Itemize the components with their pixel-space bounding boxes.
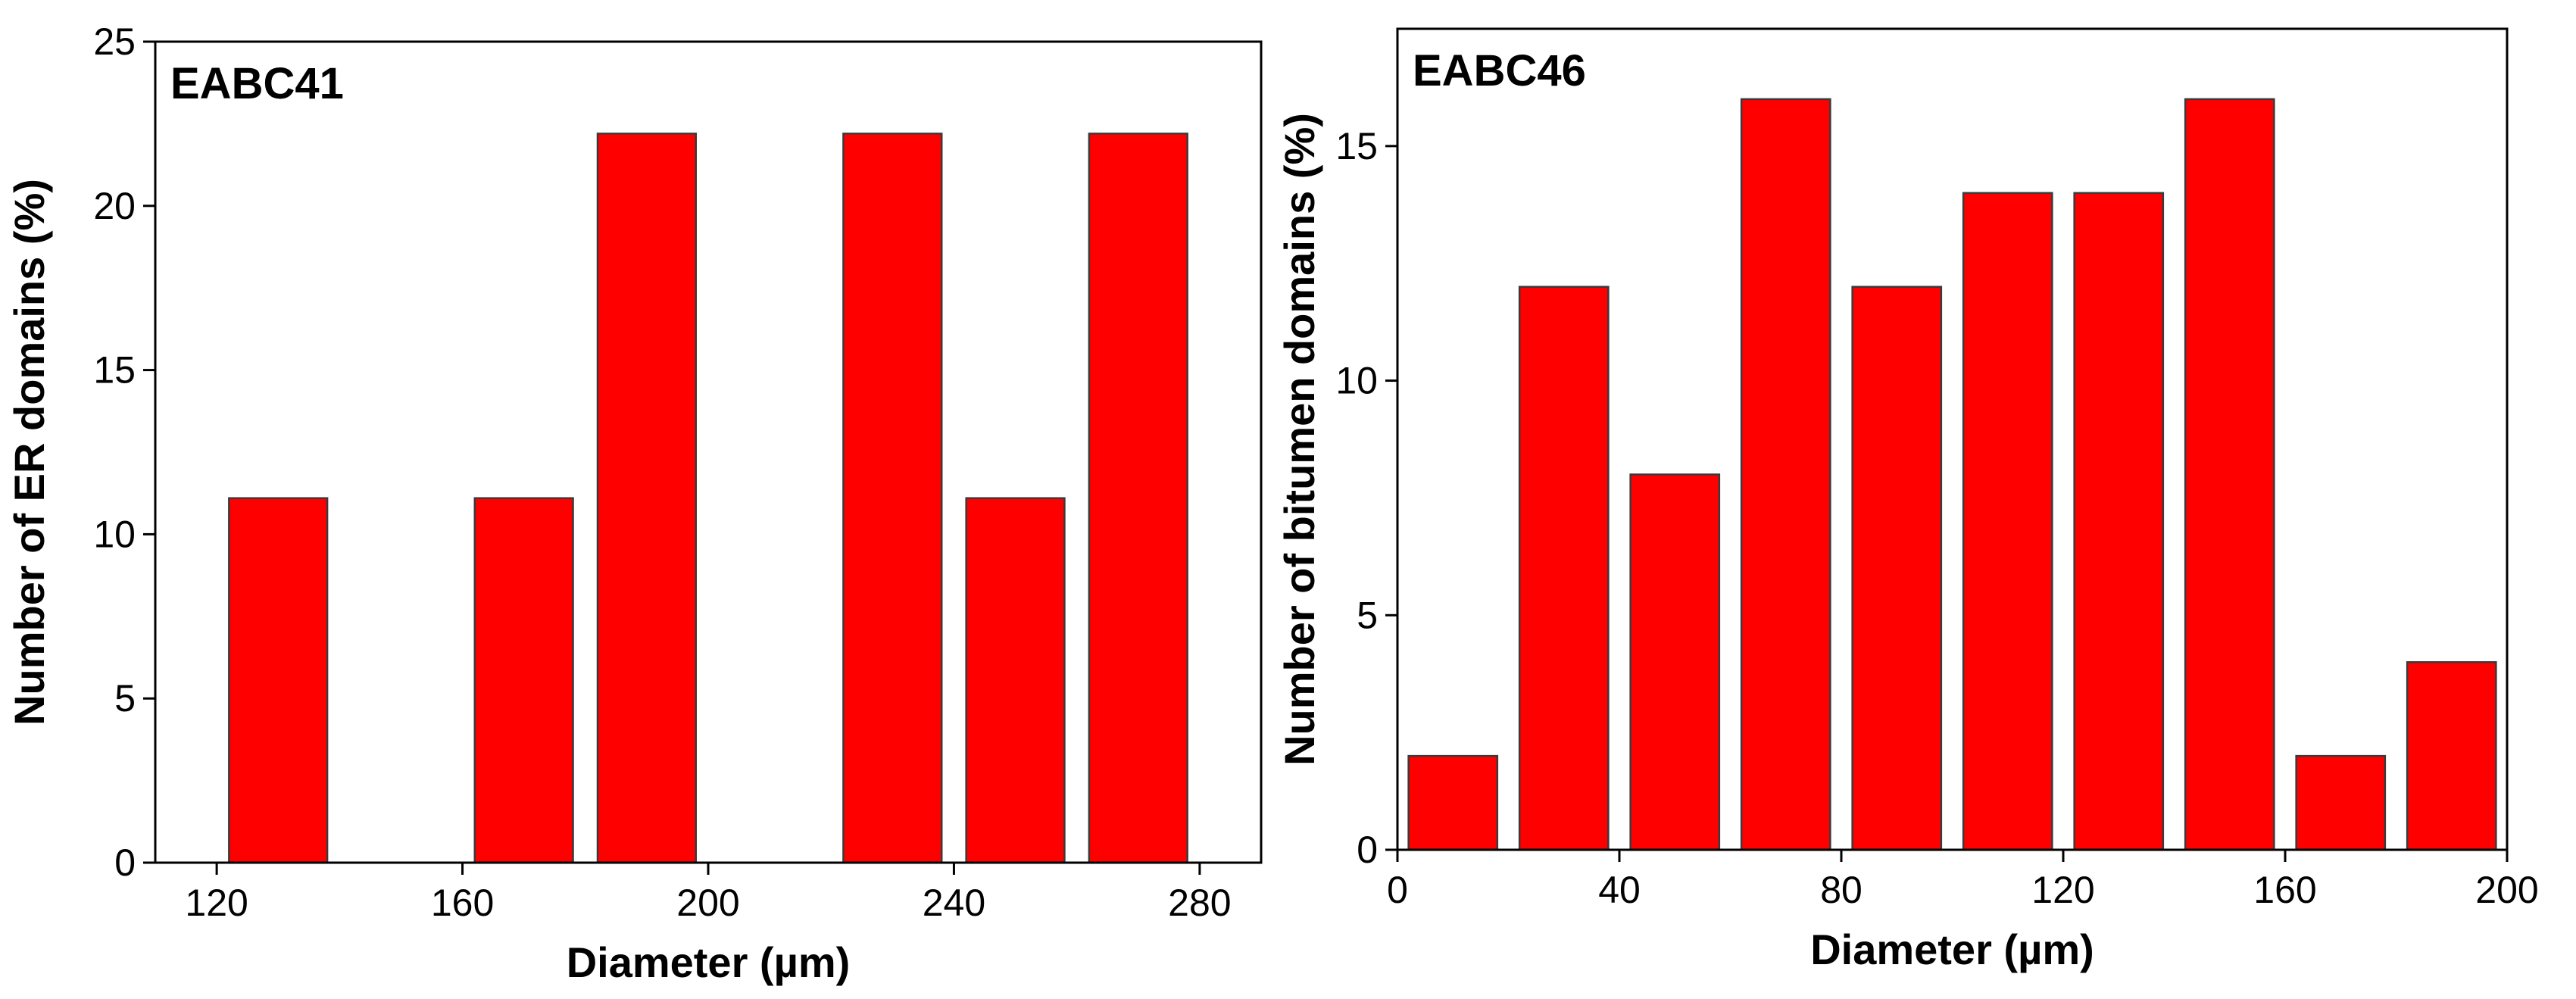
- y-axis-label: Number of ER domains (%): [5, 179, 53, 726]
- chart-eabc41: 0 5 10 15 20 25 120 160 200 240 280 EABC41 Diameter …: [5, 20, 1263, 986]
- y-tick-label: 0: [1357, 829, 1378, 871]
- bar-230: [842, 133, 943, 864]
- bar-110: [1962, 192, 2053, 851]
- x-tick-label: 160: [2253, 869, 2316, 911]
- x-axis-label: Diameter (µm): [567, 938, 851, 986]
- bar-10: [1407, 754, 1499, 851]
- bar-190: [596, 133, 698, 864]
- bar-270: [1088, 133, 1188, 864]
- y-axis-label: Number of bitumen domains (%): [1276, 113, 1323, 766]
- y-tick-label: 10: [93, 513, 136, 555]
- panel-title: EABC41: [170, 59, 344, 108]
- x-axis-label: Diameter (µm): [1810, 926, 2094, 973]
- bar-170: [473, 497, 574, 864]
- y-tick-label: 10: [1335, 360, 1378, 402]
- bar-50: [1629, 473, 1721, 851]
- bar-130: [228, 497, 329, 864]
- y-tick-label: 25: [93, 20, 136, 63]
- y-tick-label: 5: [114, 677, 136, 720]
- x-tick-label: 160: [431, 882, 494, 924]
- bar-70: [1740, 98, 1831, 851]
- x-tick-label: 40: [1598, 869, 1641, 911]
- y-tick-label: 15: [1335, 125, 1378, 167]
- bar-30: [1518, 286, 1610, 851]
- plot-frame: [1396, 27, 2509, 851]
- x-tick-label: 200: [2475, 869, 2538, 911]
- x-tick-label: 0: [1387, 869, 1408, 911]
- panel-title: EABC46: [1413, 46, 1586, 95]
- bar-250: [965, 497, 1066, 864]
- x-tick-label: 120: [185, 882, 248, 924]
- x-tick-label: 120: [2031, 869, 2094, 911]
- x-tick-label: 80: [1820, 869, 1863, 911]
- x-tick-label: 200: [676, 882, 739, 924]
- y-tick-label: 20: [93, 185, 136, 227]
- chart-eabc46: 0 5 10 15 0 40 80 120 160 200 EABC46 Diameter (µm) N…: [1276, 27, 2539, 973]
- x-tick-label: 280: [1168, 882, 1231, 924]
- bar-150: [2184, 98, 2275, 851]
- bar-170: [2295, 754, 2387, 851]
- y-tick-label: 5: [1357, 594, 1378, 636]
- bar-130: [2073, 192, 2165, 851]
- bar-90: [1851, 286, 1943, 851]
- x-tick-label: 240: [923, 882, 985, 924]
- y-tick-label: 0: [114, 841, 136, 884]
- y-tick-label: 15: [93, 349, 136, 392]
- bar-190: [2406, 660, 2497, 851]
